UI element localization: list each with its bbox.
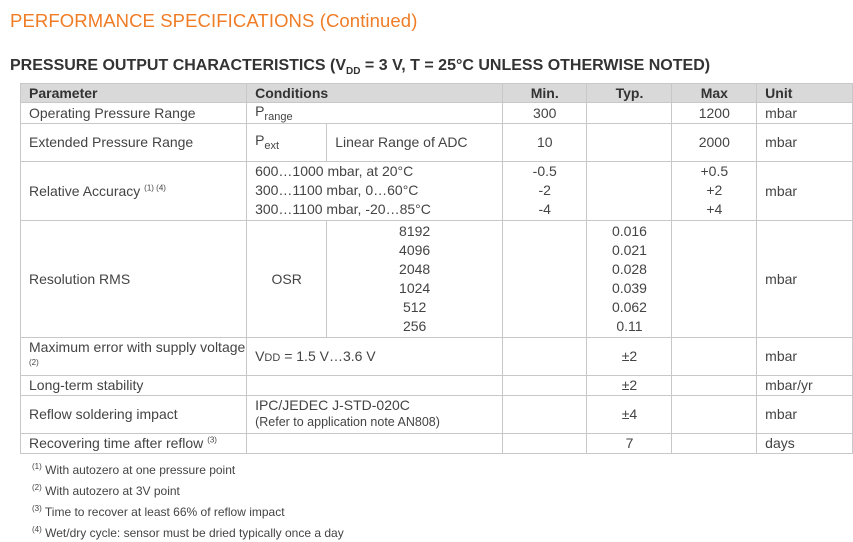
table-row: Relative Accuracy (1) (4) 600…1000 mbar,… bbox=[19, 160, 853, 221]
typ-cell: ±4 bbox=[586, 394, 673, 434]
footnote: (4) Wet/dry cycle: sensor must be dried … bbox=[32, 525, 344, 540]
param-cell: Resolution RMS bbox=[19, 219, 248, 338]
typ-cell: ±2 bbox=[586, 374, 673, 396]
unit-cell: mbar bbox=[756, 219, 853, 338]
min-cell bbox=[501, 219, 588, 338]
page-title: PERFORMANCE SPECIFICATIONS (Continued) bbox=[10, 10, 418, 31]
min-cell bbox=[501, 432, 588, 454]
cond-cell: Linear Range of ADC bbox=[326, 122, 503, 162]
min-cell bbox=[501, 374, 588, 396]
cond-cell: 600…1000 mbar, at 20°C 300…1100 mbar, 0…6… bbox=[246, 160, 503, 221]
param-cell: Extended Pressure Range bbox=[19, 122, 248, 162]
table-row: Recovering time after reflow (3) 7 days bbox=[19, 432, 853, 454]
header-max: Max bbox=[671, 83, 758, 103]
spec-table: Parameter Conditions Min. Typ. Max Unit … bbox=[19, 83, 853, 454]
typ-cell bbox=[586, 102, 673, 124]
typ-cell: 7 bbox=[586, 432, 673, 454]
section-title: PRESSURE OUTPUT CHARACTERISTICS (VDD = 3… bbox=[10, 57, 711, 78]
param-cell: Maximum error with supply voltage (2) bbox=[19, 336, 248, 376]
cond-cell: OSR bbox=[246, 219, 328, 338]
typ-cell bbox=[586, 160, 673, 221]
cond-cell bbox=[246, 432, 503, 454]
param-cell: Operating Pressure Range bbox=[19, 102, 248, 124]
min-cell: -0.5 -2 -4 bbox=[501, 160, 588, 221]
table-row: Extended Pressure Range Pext Linear Rang… bbox=[19, 122, 853, 162]
footnote: (2) With autozero at 3V point bbox=[32, 483, 180, 498]
max-cell: 2000 bbox=[671, 122, 758, 162]
typ-cell: 0.016 0.021 0.028 0.039 0.062 0.11 bbox=[586, 219, 673, 338]
typ-cell: ±2 bbox=[586, 336, 673, 376]
table-row: Maximum error with supply voltage (2) VD… bbox=[19, 336, 853, 376]
max-cell bbox=[671, 336, 758, 376]
max-cell bbox=[671, 394, 758, 434]
cond-cell: IPC/JEDEC J-STD-020C (Refer to applicatio… bbox=[246, 394, 503, 434]
table-row: Long-term stability ±2 mbar/yr bbox=[19, 374, 853, 396]
unit-cell: mbar bbox=[756, 336, 853, 376]
max-cell bbox=[671, 219, 758, 338]
cond-symbol-cell: Pext bbox=[246, 122, 328, 162]
unit-cell: days bbox=[756, 432, 853, 454]
footnotes: (1) With autozero at one pressure point … bbox=[32, 458, 344, 542]
typ-cell bbox=[586, 122, 673, 162]
footnote: (1) With autozero at one pressure point bbox=[32, 462, 236, 477]
max-cell bbox=[671, 374, 758, 396]
param-cell: Relative Accuracy (1) (4) bbox=[19, 160, 248, 221]
header-conditions: Conditions bbox=[246, 83, 503, 103]
min-cell: 300 bbox=[501, 102, 588, 124]
footnote: (3) Time to recover at least 66% of refl… bbox=[32, 504, 285, 519]
cond-cell bbox=[246, 374, 503, 396]
unit-cell: mbar bbox=[756, 160, 853, 221]
unit-cell: mbar bbox=[756, 122, 853, 162]
table-row: Reflow soldering impact IPC/JEDEC J-STD-… bbox=[19, 394, 853, 434]
header-unit: Unit bbox=[756, 83, 853, 103]
table-row: Operating Pressure Range Prange 300 1200… bbox=[19, 102, 853, 124]
max-cell: +0.5 +2 +4 bbox=[671, 160, 758, 221]
table-row: Resolution RMS OSR 8192 4096 2048 1024 512 25… bbox=[19, 219, 853, 338]
header-row: Parameter Conditions Min. Typ. Max Unit bbox=[19, 83, 853, 103]
unit-cell: mbar bbox=[756, 102, 853, 124]
cond-cell: Prange bbox=[246, 102, 503, 124]
param-cell: Reflow soldering impact bbox=[19, 394, 248, 434]
max-cell bbox=[671, 432, 758, 454]
cond-cell: VDD = 1.5 V…3.6 V bbox=[246, 336, 503, 376]
param-cell: Recovering time after reflow (3) bbox=[19, 432, 248, 454]
osr-values-cell: 8192 4096 2048 1024 512 256 bbox=[326, 219, 503, 338]
param-cell: Long-term stability bbox=[19, 374, 248, 396]
header-typ: Typ. bbox=[586, 83, 673, 103]
unit-cell: mbar bbox=[756, 394, 853, 434]
min-cell bbox=[501, 394, 588, 434]
header-parameter: Parameter bbox=[19, 83, 248, 103]
min-cell: 10 bbox=[501, 122, 588, 162]
min-cell bbox=[501, 336, 588, 376]
unit-cell: mbar/yr bbox=[756, 374, 853, 396]
header-min: Min. bbox=[501, 83, 588, 103]
max-cell: 1200 bbox=[671, 102, 758, 124]
